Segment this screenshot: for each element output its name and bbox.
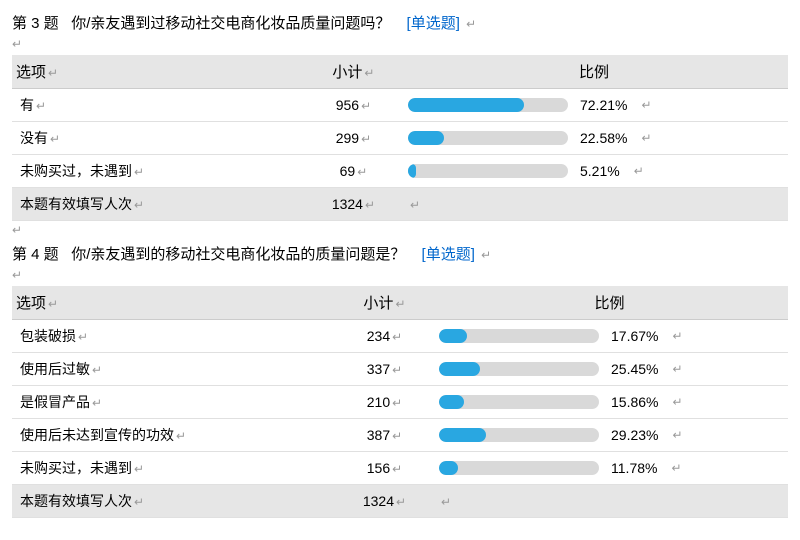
q3-table: 选项↵ 小计↵ 比例 有↵956↵72.21%↵没有↵299↵22.58%↵未购… [12,55,788,221]
q4-total-row: 本题有效填写人次↵ 1324↵ ↵ [12,485,788,518]
percent-bar: 5.21%↵ [408,163,780,179]
return-icon: ↵ [481,248,491,262]
q4-header-option: 选项↵ [12,286,338,320]
percent-bar: 15.86%↵ [439,394,780,410]
q3-tag: [单选题] [407,15,460,32]
return-icon: ↵ [466,17,476,31]
q4-title: 第 4 题 你/亲友遇到的移动社交电商化妆品的质量问题是？ [单选题] ↵ [12,239,788,266]
q4-body: 包装破损↵234↵17.67%↵使用后过敏↵337↵25.45%↵是假冒产品↵2… [12,320,788,485]
return-icon: ↵ [12,221,788,239]
table-row: 是假冒产品↵210↵15.86%↵ [12,386,788,419]
q3-header-option: 选项↵ [12,55,307,89]
q4-tag: [单选题] [422,246,475,263]
q4-text: 你/亲友遇到的移动社交电商化妆品的质量问题是？ [71,246,405,263]
percent-bar: 11.78%↵ [439,460,780,476]
table-row: 没有↵299↵22.58%↵ [12,122,788,155]
percent-bar: 25.45%↵ [439,361,780,377]
q4-header-subtotal: 小计↵ [338,286,431,320]
percent-bar: 17.67%↵ [439,328,780,344]
table-row: 未购买过，未遇到↵69↵5.21%↵ [12,155,788,188]
percent-bar: 29.23%↵ [439,427,780,443]
table-row: 使用后未达到宣传的功效↵387↵29.23%↵ [12,419,788,452]
q3-header-subtotal: 小计↵ [307,55,400,89]
q3-text: 你/亲友遇到过移动社交电商化妆品质量问题吗？ [71,15,390,32]
q3-title: 第 3 题 你/亲友遇到过移动社交电商化妆品质量问题吗？ [单选题] ↵ [12,8,788,35]
return-icon: ↵ [12,266,788,284]
q3-body: 有↵956↵72.21%↵没有↵299↵22.58%↵未购买过，未遇到↵69↵5… [12,89,788,188]
q4-prefix: 第 4 题 [12,246,59,263]
table-row: 使用后过敏↵337↵25.45%↵ [12,353,788,386]
table-row: 有↵956↵72.21%↵ [12,89,788,122]
return-icon: ↵ [12,35,788,53]
table-row: 包装破损↵234↵17.67%↵ [12,320,788,353]
table-row: 未购买过，未遇到↵156↵11.78%↵ [12,452,788,485]
q3-total-row: 本题有效填写人次↵ 1324↵ ↵ [12,188,788,221]
q3-header-percent: 比例 [400,55,788,89]
q4-table: 选项↵ 小计↵ 比例 包装破损↵234↵17.67%↵使用后过敏↵337↵25.… [12,286,788,518]
q3-prefix: 第 3 题 [12,15,59,32]
percent-bar: 72.21%↵ [408,97,780,113]
percent-bar: 22.58%↵ [408,130,780,146]
q4-header-percent: 比例 [431,286,788,320]
